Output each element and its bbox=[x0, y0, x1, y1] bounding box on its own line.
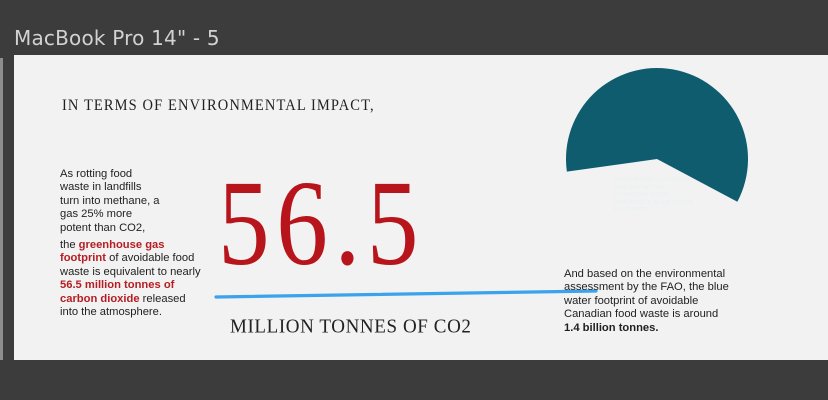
caption-line: FOOD WASTE ACCOUNTS bbox=[614, 177, 691, 183]
fao-paragraph: And based on the environmental assessmen… bbox=[564, 268, 744, 335]
body-line: Canadian food waste is around bbox=[564, 308, 719, 321]
artboard-title[interactable]: MacBook Pro 14" - 5 bbox=[14, 26, 220, 50]
body-text-fragment: the bbox=[60, 239, 79, 252]
highlight-text: carbon dioxide bbox=[60, 292, 140, 305]
adjacent-artboard-edge bbox=[0, 58, 3, 360]
methane-paragraph: As rotting food waste in landfills turn … bbox=[60, 168, 210, 319]
body-line: assessment by the FAO, the blue bbox=[564, 281, 729, 294]
body-line: waste in landfills bbox=[60, 181, 142, 194]
unit-label: MILLION TONNES OF CO2 bbox=[230, 315, 472, 338]
body-line: water footprint of avoidable bbox=[564, 294, 699, 307]
body-line: footprint of avoidable food bbox=[60, 252, 210, 265]
underline-stroke bbox=[214, 289, 598, 299]
body-line: As rotting food bbox=[60, 168, 133, 180]
pie-caption: FOOD WASTE ACCOUNTS FOR 60% OF THE CANAD… bbox=[614, 177, 706, 215]
section-heading: IN TERMS OF ENVIRONMENTAL IMPACT, bbox=[62, 97, 375, 115]
highlight-text: footprint bbox=[60, 252, 106, 265]
artboard[interactable]: IN TERMS OF ENVIRONMENTAL IMPACT, As rot… bbox=[14, 55, 828, 360]
number-underline bbox=[214, 289, 598, 299]
body-line: waste is equivalent to nearly bbox=[60, 265, 201, 278]
highlight-text: 56.5 million tonnes of bbox=[60, 279, 175, 292]
caption-line: FOR 60% OF THE bbox=[614, 184, 665, 191]
pie-slice-60-percent bbox=[566, 67, 749, 202]
caption-line: FOOTPRINT bbox=[614, 207, 650, 214]
highlight-text: greenhouse gas bbox=[78, 239, 165, 252]
body-text-fragment: released bbox=[139, 292, 186, 305]
body-line: potent than CO2, bbox=[60, 221, 146, 234]
body-line: into the atmosphere. bbox=[60, 306, 162, 319]
body-line: gas 25% more bbox=[60, 208, 133, 221]
body-line: carbon dioxide released bbox=[60, 293, 210, 306]
highlight-text: 1.4 billion tonnes. bbox=[564, 321, 659, 334]
caption-line: CANADIAN FOOD bbox=[614, 192, 668, 199]
big-number-56-5: 56.5 bbox=[218, 156, 426, 292]
caption-line: INDUSTRY'S BLUE WATER bbox=[614, 199, 694, 206]
body-line: the greenhouse gas bbox=[60, 239, 210, 252]
body-line: 56.5 million tonnes of bbox=[60, 279, 210, 292]
body-text-fragment: of avoidable food bbox=[105, 252, 195, 265]
body-line: turn into methane, a bbox=[60, 194, 160, 207]
body-line: And based on the environmental bbox=[564, 268, 726, 280]
water-footprint-pie bbox=[566, 67, 749, 202]
